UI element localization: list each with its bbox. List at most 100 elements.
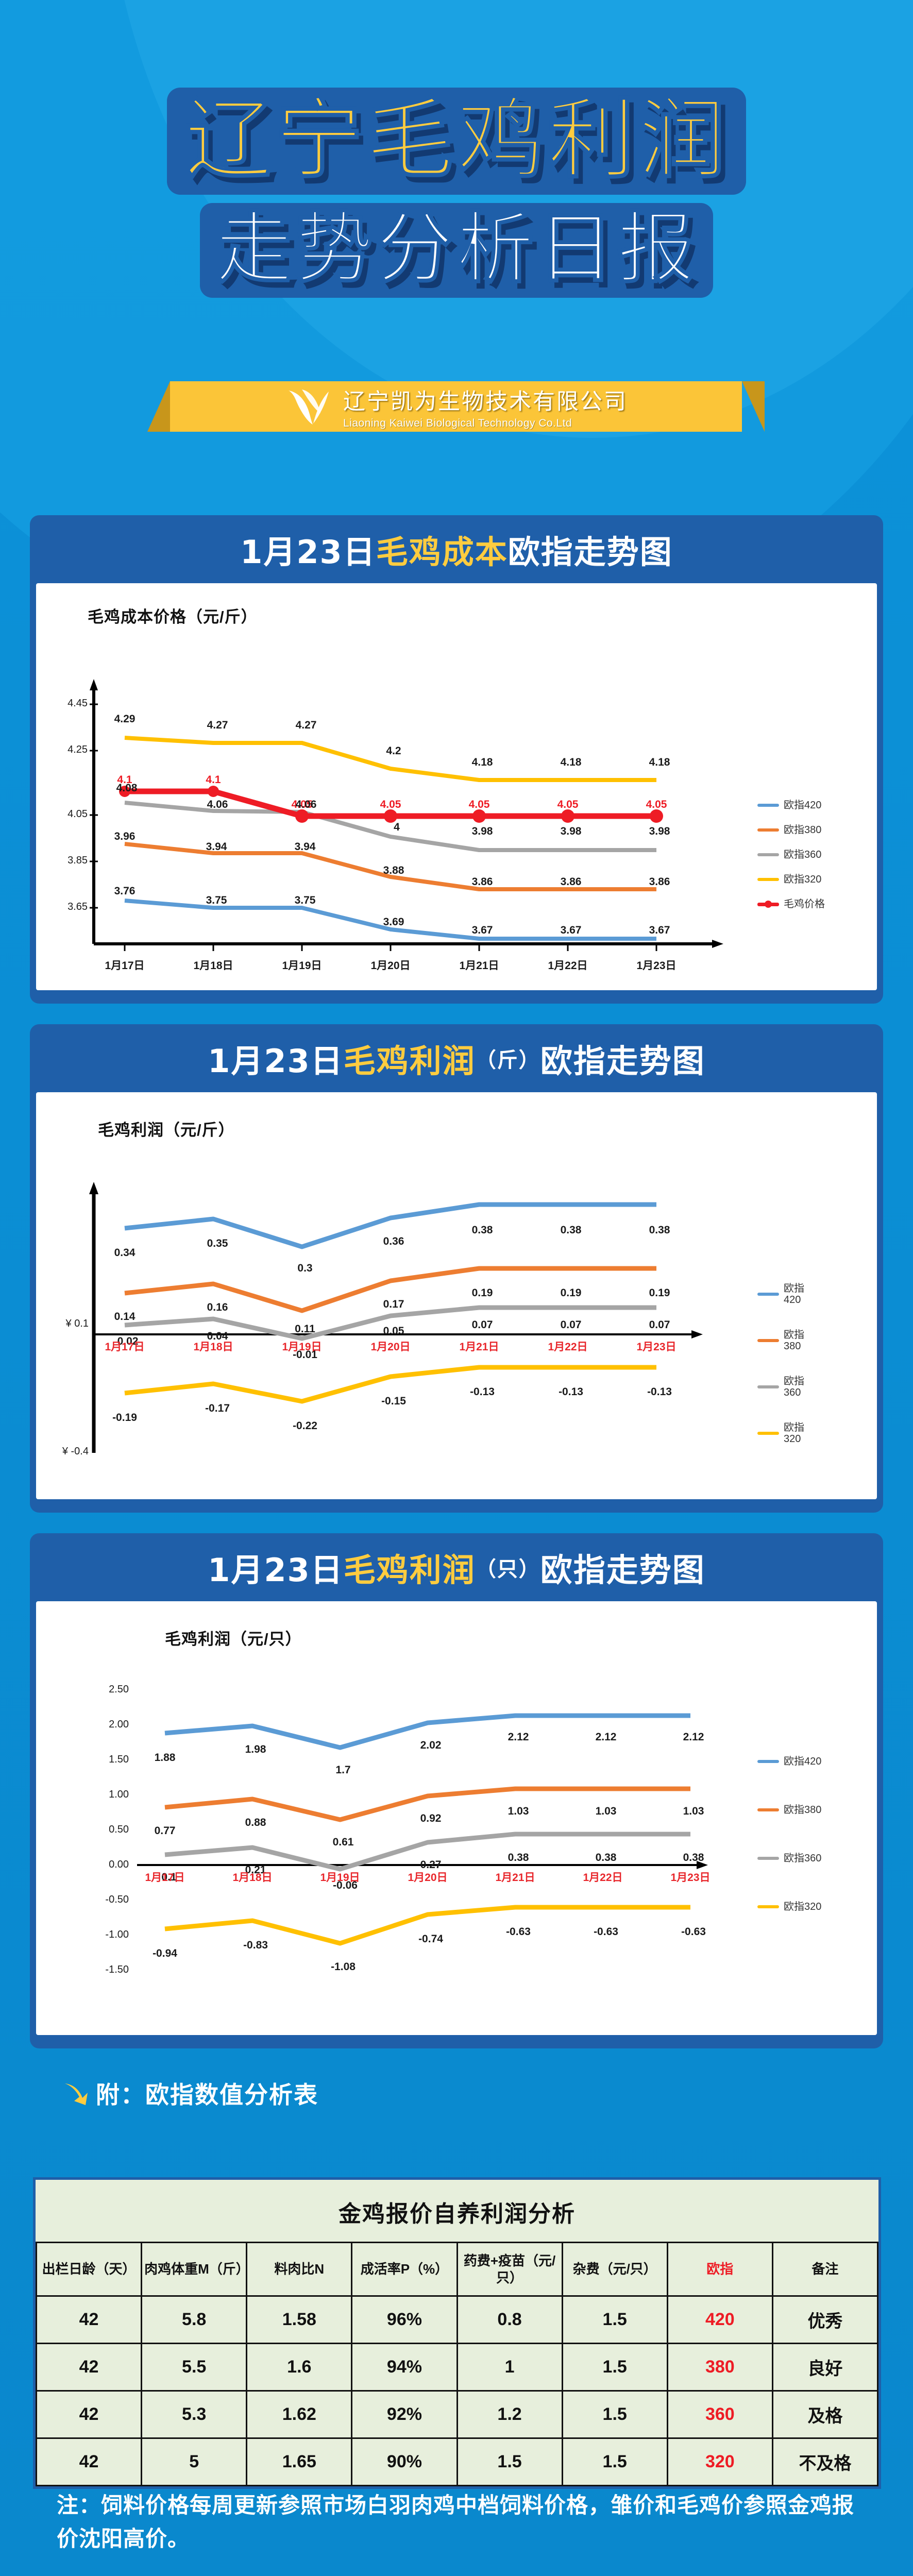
section-cost: 1月23日 毛鸡成本 欧指走势图 毛鸡成本价格（元/斤） 3.65 3.85 4.0… [30, 515, 883, 1004]
dlabel-cost-320-3: 4.2 [386, 745, 401, 757]
x-tick-pj-2: 1月19日 [282, 1341, 322, 1353]
attachment-heading: 附：欧指数值分析表 [62, 2076, 886, 2110]
dlabel-pz-420-1: 1.98 [245, 1743, 266, 1755]
section-title-cost: 1月23日 毛鸡成本 欧指走势图 [30, 515, 883, 583]
dlabel-pj-360-4: 0.07 [471, 1319, 493, 1331]
dlabel-pz-380-6: 1.03 [683, 1805, 704, 1817]
x-tick-pj-5: 1月22日 [548, 1341, 588, 1353]
cell-medicine: 0.8 [456, 2295, 563, 2344]
legend-swatch-420-icon [757, 1293, 779, 1296]
legend-label-pj-380: 欧指380 [784, 1329, 804, 1352]
chart-plot-profit-zhi [137, 1713, 708, 1946]
legend-label-pz-380: 欧指380 [784, 1804, 822, 1816]
y-tick-pz-2: 1.50 [109, 1754, 129, 1765]
table-row: 42 5.8 1.58 96% 0.8 1.5 420 优秀 [35, 2295, 879, 2344]
title-block: 辽宁毛鸡利润 走势分析日报 [0, 88, 913, 298]
legend-item-cost-420[interactable]: 欧指420 [757, 800, 825, 811]
legend-item-pz-380[interactable]: 欧指380 [757, 1804, 821, 1816]
dlabel-cost-420-6: 3.67 [649, 924, 670, 936]
dlabel-pz-320-1: -0.83 [243, 1939, 268, 1951]
dlabel-cost-price-6: 4.05 [646, 799, 667, 810]
dlabel-cost-380-6: 3.86 [649, 876, 670, 888]
x-tick-pz-5: 1月22日 [583, 1872, 623, 1884]
legend-item-cost-380[interactable]: 欧指380 [757, 824, 825, 836]
table-col-weight: 肉鸡体重M（斤） [141, 2242, 249, 2297]
dlabel-pj-320-2: -0.22 [293, 1420, 317, 1432]
cell-weight: 5.8 [141, 2295, 248, 2344]
table-col-misc: 杂费（元/只） [561, 2242, 668, 2297]
legend-item-pj-320[interactable]: 欧指320 [757, 1422, 817, 1445]
company-texts: 辽宁凯为生物技术有限公司 Liaoning Kaiwei Biological … [343, 384, 628, 430]
dlabel-cost-320-4: 4.18 [471, 756, 493, 768]
analysis-table: 出栏日龄（天） 肉鸡体重M（斤） 料肉比N 成活率P（%） 药费+疫苗（元/只）… [35, 2242, 879, 2486]
dlabel-pj-320-3: -0.15 [381, 1395, 406, 1407]
legend-swatch-320-icon [757, 1905, 779, 1908]
section-highlight-profit-jin: 毛鸡利润 [343, 1042, 476, 1080]
cell-ouzhi: 380 [666, 2343, 773, 2392]
x-tick-pz-1: 1月18日 [232, 1872, 273, 1884]
legend-label-cost-380: 欧指380 [784, 824, 822, 836]
chart-legend-profit-jin: 欧指420 欧指380 欧指360 欧指320 [757, 1283, 817, 1445]
chart-title-cost: 毛鸡成本价格（元/斤） [88, 608, 258, 626]
dlabel-pz-320-0: -0.94 [153, 1947, 177, 1959]
dlabel-pz-420-2: 1.7 [335, 1764, 351, 1776]
dlabel-cost-price-2: 4.05 [291, 799, 313, 810]
y-tick-pz-8: -1.50 [105, 1964, 129, 1975]
dlabel-pz-380-4: 1.03 [508, 1805, 529, 1817]
cell-ouzhi: 320 [666, 2437, 773, 2486]
dlabel-cost-380-3: 3.88 [383, 865, 404, 876]
dlabel-cost-360-1: 4.06 [207, 799, 228, 810]
dlabel-pz-360-2: -0.06 [333, 1879, 358, 1891]
dlabel-cost-420-1: 3.75 [206, 894, 227, 906]
cell-day-age: 42 [35, 2343, 143, 2392]
cell-remark: 不及格 [771, 2437, 879, 2486]
cell-day-age: 42 [35, 2437, 143, 2486]
legend-item-cost-price[interactable]: 毛鸡价格 [757, 899, 825, 910]
dlabel-cost-360-3: 4 [394, 821, 400, 833]
dlabel-pj-380-2: 0.11 [295, 1323, 315, 1335]
x-tick-pj-6: 1月23日 [636, 1341, 677, 1353]
legend-swatch-price-icon [757, 902, 779, 906]
dlabel-cost-320-0: 4.29 [114, 713, 136, 725]
legend-item-pz-320[interactable]: 欧指320 [757, 1901, 821, 1912]
legend-item-cost-360[interactable]: 欧指360 [757, 849, 825, 860]
chart-card-profit-jin: 毛鸡利润（元/斤） ¥ 0.1 ¥ -0.4 0.34 0.35 [36, 1092, 877, 1499]
legend-item-pz-360[interactable]: 欧指360 [757, 1853, 821, 1864]
table-col-ouzhi: 欧指 [666, 2242, 773, 2297]
dlabel-pj-360-5: 0.07 [560, 1319, 582, 1331]
section-tail-profit-jin: 欧指走势图 [540, 1042, 705, 1080]
table-row: 42 5.5 1.6 94% 1 1.5 380 良好 [35, 2343, 879, 2392]
cell-feed-ratio: 1.65 [246, 2437, 353, 2486]
down-arrow-icon [62, 2081, 89, 2105]
dlabel-pj-420-4: 0.38 [471, 1224, 493, 1236]
company-name-en: Liaoning Kaiwei Biological Technology Co… [343, 417, 572, 429]
dlabel-cost-360-2: 4.06 [295, 799, 317, 810]
dlabel-cost-380-5: 3.86 [560, 876, 582, 888]
dlabel-pz-360-3: 0.27 [420, 1859, 442, 1871]
legend-item-cost-320[interactable]: 欧指320 [757, 874, 825, 885]
y-tick-pz-0: 2.50 [109, 1684, 129, 1695]
legend-item-pj-380[interactable]: 欧指380 [757, 1329, 817, 1352]
dlabel-cost-price-3: 4.05 [380, 799, 401, 810]
dlabel-pj-420-1: 0.35 [207, 1238, 228, 1249]
legend-item-pj-360[interactable]: 欧指360 [757, 1376, 817, 1398]
poster-title-line-2: 走势分析日报 [199, 203, 713, 298]
chart-legend-profit-zhi: 欧指420 欧指380 欧指360 欧指320 [757, 1756, 821, 1912]
table-col-day-age: 出栏日龄（天） [35, 2242, 143, 2297]
dlabel-pj-380-5: 0.19 [560, 1287, 582, 1299]
x-tick-pz-2: 1月19日 [320, 1872, 360, 1884]
table-col-medicine: 药费+疫苗（元/只） [456, 2242, 563, 2297]
legend-label-pz-360: 欧指360 [784, 1853, 822, 1864]
dlabel-pz-360-4: 0.38 [508, 1852, 529, 1863]
y-tick-pz-6: -0.50 [105, 1894, 129, 1905]
x-tick-pz-6: 1月23日 [670, 1872, 711, 1884]
cell-survival: 90% [351, 2437, 458, 2486]
company-logo-icon [284, 387, 332, 426]
legend-label-pj-320: 欧指320 [784, 1422, 804, 1445]
legend-item-pj-420[interactable]: 欧指420 [757, 1283, 817, 1306]
table-caption: 金鸡报价自养利润分析 [339, 2201, 576, 2227]
legend-swatch-320-icon [757, 878, 779, 881]
dlabel-pz-360-1: 0.21 [245, 1864, 266, 1876]
legend-item-pz-420[interactable]: 欧指420 [757, 1756, 821, 1767]
